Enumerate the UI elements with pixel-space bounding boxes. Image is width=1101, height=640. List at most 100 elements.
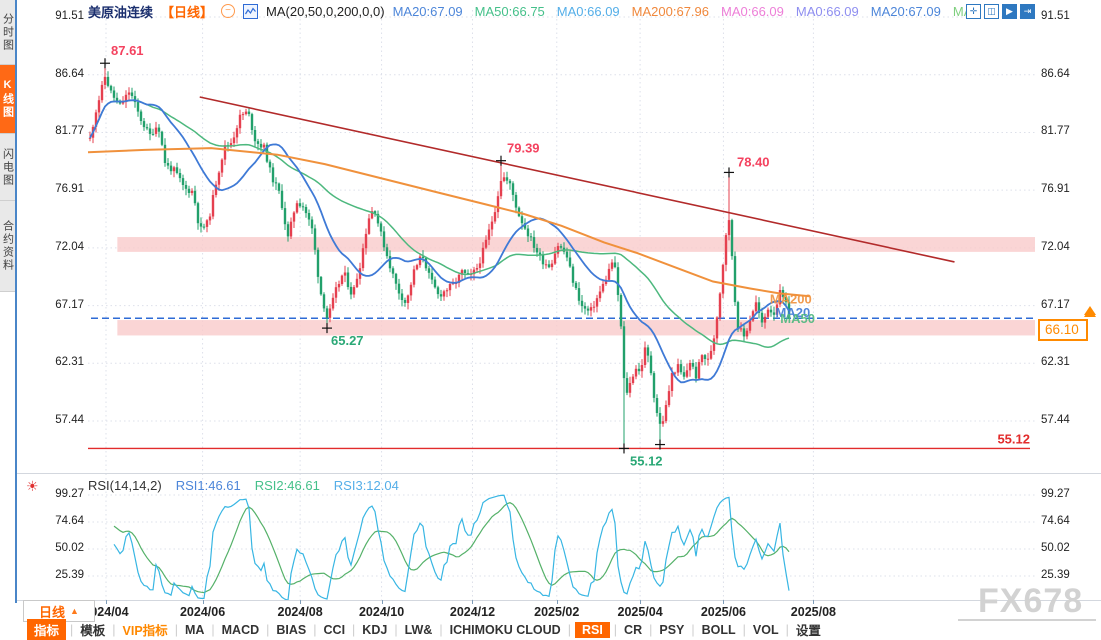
x-axis-date: 2024/12	[449, 605, 496, 619]
ma-value-3: MA0:66.09	[556, 3, 620, 19]
ma-indicator-label: MA(20,50,0,200,0,0)	[266, 3, 385, 19]
toolbar-item-LW&[interactable]: LW&	[404, 622, 433, 637]
ma-value-6: MA0:66.09	[795, 3, 859, 19]
watermark-underline	[958, 619, 1096, 621]
rsi-tick-right: 25.39	[1041, 568, 1070, 581]
toolbar-separator: |	[649, 622, 653, 637]
toolbar-item-BOLL[interactable]: BOLL	[701, 622, 736, 637]
x-axis-tick	[381, 600, 383, 604]
chart-header: 美原油连续 【日线】 − MA(20,50,0,200,0,0) MA20:67…	[88, 2, 980, 20]
price-tick-left: 76.91	[55, 183, 84, 196]
x-axis-tick	[300, 600, 302, 604]
price-tick-left: 86.64	[55, 67, 84, 80]
rsi-tick-left: 99.27	[55, 488, 84, 501]
watermark: FX678	[978, 582, 1084, 620]
symbol-title: 美原油连续	[88, 4, 154, 20]
indicator-toolbar: 指标 | 模板 | VIP指标 | MA | MACD | BIAS | CCI | KDJ | LW& | ICH…	[23, 619, 828, 640]
svg-text:65.27: 65.27	[331, 333, 364, 348]
rsi-value-3: RSI3:12.04	[333, 478, 399, 493]
x-axis-tick	[723, 600, 725, 604]
sidebar-tab-2[interactable]: K线图	[0, 65, 15, 134]
indicator-chart-icon[interactable]	[243, 3, 259, 19]
x-axis-date: 2025/08	[790, 605, 836, 619]
period-tag: 【日线】	[161, 4, 214, 20]
toolbar-separator: |	[174, 622, 178, 637]
ma-values: MA20:67.09 MA50:66.75 MA0:66.09 MA200:67.96…	[393, 4, 980, 19]
axis-separator	[17, 600, 1101, 601]
svg-text:MA200: MA200	[770, 291, 812, 306]
svg-text:78.40: 78.40	[737, 154, 770, 169]
ma-value-5: MA0:66.09	[721, 3, 784, 19]
toolbar-separator: |	[313, 622, 317, 637]
remove-indicator-icon[interactable]: −	[221, 4, 236, 18]
triangle-up-icon: ▲	[70, 606, 79, 616]
price-tick-left: 81.77	[55, 125, 84, 138]
price-tick-right: 72.04	[1041, 240, 1070, 253]
toolbar-item-指标[interactable]: 指标	[27, 619, 67, 640]
pan-icon[interactable]: ✛	[966, 4, 981, 19]
toolbar-item-MACD[interactable]: MACD	[221, 622, 260, 637]
x-axis-tick	[472, 600, 474, 604]
price-marker-arrow-icon	[1084, 306, 1096, 315]
toolbar-item-PSY[interactable]: PSY	[659, 622, 685, 637]
toolbar-separator: |	[439, 622, 443, 637]
x-axis-tick	[202, 600, 204, 604]
toolbar-item-VOL[interactable]: VOL	[752, 622, 779, 637]
rsi-value-2: RSI2:46.61	[254, 478, 320, 493]
toolbar-separator: |	[394, 622, 398, 637]
x-axis-date: 2025/06	[700, 605, 747, 619]
sidebar-tab-4[interactable]: 合约资料	[0, 201, 15, 292]
price-tick-right: 81.77	[1041, 125, 1070, 138]
ma-value-1: MA20:67.09	[392, 3, 463, 19]
toolbar-item-BIAS[interactable]: BIAS	[276, 622, 307, 637]
sidebar: 分时图 K线图 闪电图 合约资料	[0, 0, 17, 603]
price-tick-right: 67.17	[1041, 298, 1070, 311]
rsi-header: RSI(14,14,2) RSI1:46.61 RSI2:46.61 RSI3:12…	[88, 478, 399, 493]
toolbar-item-VIP指标[interactable]: VIP指标	[122, 624, 168, 638]
svg-text:MA50: MA50	[780, 311, 815, 326]
rsi-tick-left: 50.02	[55, 541, 84, 554]
rsi-tick-right: 50.02	[1041, 541, 1070, 554]
svg-text:79.39: 79.39	[507, 141, 540, 156]
toolbar-separator: |	[211, 622, 215, 637]
toolbar-item-设置[interactable]: 设置	[795, 624, 821, 638]
x-axis-date: 2024/10	[358, 605, 405, 619]
sidebar-tab-1[interactable]: 分时图	[0, 0, 15, 65]
price-tick-right: 57.44	[1041, 413, 1070, 426]
toolbar-separator: |	[613, 622, 618, 637]
current-price-badge: 66.10	[1038, 319, 1088, 341]
svg-text:MA20: MA20	[776, 305, 811, 320]
toolbar-item-KDJ[interactable]: KDJ	[362, 622, 388, 637]
toolbar-item-CCI[interactable]: CCI	[323, 622, 346, 637]
ma-value-4: MA200:67.96	[631, 3, 709, 19]
x-axis-tick	[813, 600, 815, 604]
price-tick-right: 76.91	[1041, 183, 1070, 196]
toolbar-separator: |	[691, 622, 695, 637]
svg-text:55.12: 55.12	[630, 453, 663, 468]
rsi-settings-icon[interactable]: ☀	[26, 478, 39, 494]
x-axis-date: 2025/04	[617, 605, 663, 619]
sidebar-tab-3[interactable]: 闪电图	[0, 134, 15, 201]
x-axis-date: 2025/02	[534, 605, 580, 619]
ma-value-2: MA50:66.75	[474, 3, 545, 19]
toolbar-item-模板[interactable]: 模板	[80, 624, 106, 638]
toolbar-item-ICHIMOKU CLOUD[interactable]: ICHIMOKU CLOUD	[449, 622, 561, 637]
rsi-tick-right: 74.64	[1041, 515, 1070, 527]
rsi-values: RSI1:46.61 RSI2:46.61 RSI3:12.04	[176, 478, 399, 493]
toolbar-separator: |	[112, 622, 116, 637]
snap-right-icon[interactable]: ⇥	[1020, 4, 1035, 19]
period-selector-label: 日线	[39, 604, 66, 620]
pane-separator	[17, 473, 1101, 474]
chart-mode-icon[interactable]: ▶	[1002, 4, 1017, 19]
axis-scale-icon[interactable]: ◫	[984, 4, 999, 19]
toolbar-item-MA[interactable]: MA	[184, 622, 205, 637]
toolbar-item-CR[interactable]: CR	[624, 622, 643, 637]
toolbar-item-RSI[interactable]: RSI	[574, 621, 610, 638]
price-tick-right: 62.31	[1041, 356, 1070, 369]
price-tick-right: 86.64	[1041, 67, 1070, 80]
toolbar-separator: |	[785, 622, 789, 637]
price-tick-right: 91.51	[1041, 9, 1070, 22]
svg-text:87.61: 87.61	[111, 43, 144, 58]
svg-text:55.12: 55.12	[997, 431, 1030, 446]
